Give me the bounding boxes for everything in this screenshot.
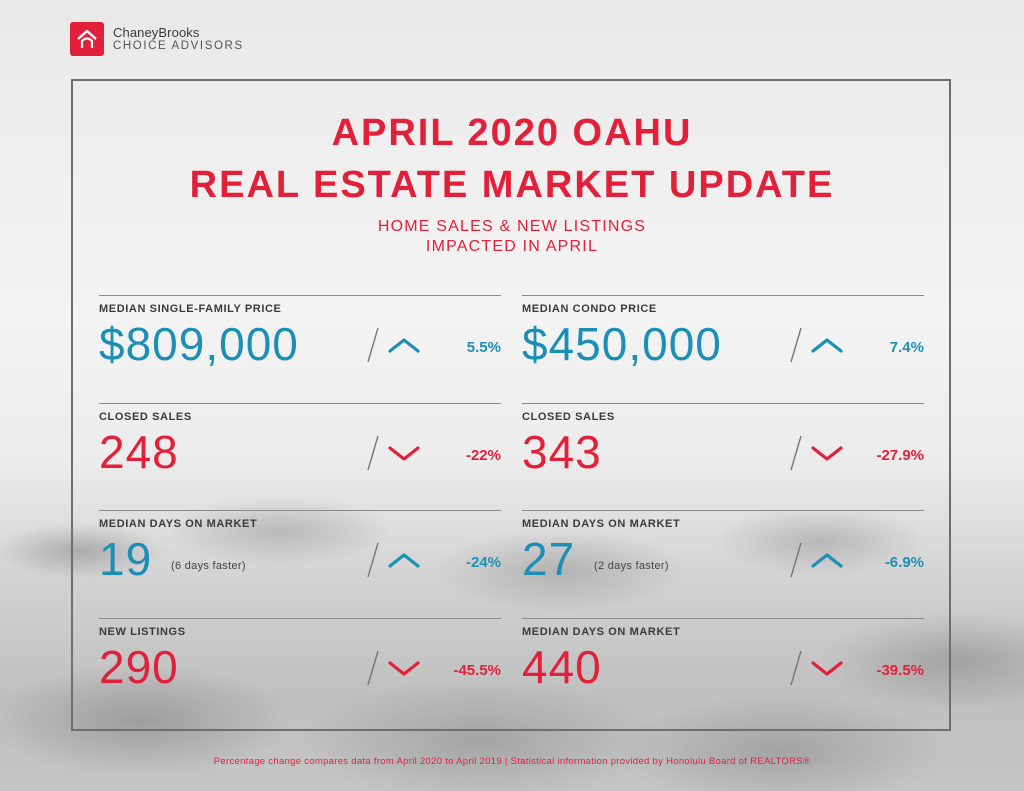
footer-note: Percentage change compares data from Apr… (213, 756, 811, 767)
stat-label: NEW LISTINGS (99, 626, 186, 638)
stat-block: CLOSED SALES 248 -22% (99, 403, 501, 503)
stat-value: 343 (522, 426, 602, 478)
stat-note: (6 days faster) (171, 560, 246, 572)
stat-block: MEDIAN DAYS ON MARKET 440 -39.5% (522, 618, 924, 718)
stat-value: 248 (99, 426, 179, 478)
stat-change: -22% (465, 447, 501, 464)
background-trees (0, 461, 1024, 791)
stat-value: 19 (99, 533, 153, 585)
stat-label: CLOSED SALES (99, 411, 192, 423)
stat-block: MEDIAN CONDO PRICE $450,000 7.4% (522, 295, 924, 395)
chevron-up-icon (388, 338, 420, 353)
chevron-up-icon (388, 553, 420, 568)
chevron-down-icon (388, 661, 420, 676)
divider (522, 510, 924, 511)
stat-block: NEW LISTINGS 290 -45.5% (99, 618, 501, 718)
brand-logo: ChaneyBrooks CHOICE ADVISORS (70, 22, 244, 56)
page-subtitle-line1: HOME SALES & NEW LISTINGS (377, 218, 647, 235)
stat-value: 27 (522, 533, 576, 585)
slash-separator (367, 435, 379, 471)
stat-change: 5.5% (466, 339, 501, 356)
brand-tagline: CHOICE ADVISORS (113, 39, 244, 52)
stat-value: $450,000 (522, 318, 722, 370)
stat-change: -24% (465, 554, 501, 571)
stat-label: CLOSED SALES (522, 411, 615, 423)
stat-change: -39.5% (876, 662, 924, 679)
page-subtitle-line2: IMPACTED IN APRIL (425, 238, 599, 255)
chevron-down-icon (811, 446, 843, 461)
page-title-line2: REAL ESTATE MARKET UPDATE (189, 164, 835, 206)
stat-change: -45.5% (453, 662, 501, 679)
brand-name: ChaneyBrooks (113, 24, 200, 40)
stat-block: MEDIAN DAYS ON MARKET 27 (2 days faster) -6… (522, 510, 924, 610)
chevron-down-icon (811, 661, 843, 676)
stat-note: (2 days faster) (594, 560, 669, 572)
stat-value: 290 (99, 641, 179, 693)
slash-separator (790, 435, 802, 471)
page-title-line1: APRIL 2020 OAHU (331, 112, 693, 154)
stat-label: MEDIAN SINGLE-FAMILY PRICE (99, 303, 282, 315)
stat-label: MEDIAN DAYS ON MARKET (99, 518, 258, 530)
content-frame (71, 79, 951, 731)
slash-separator (367, 327, 379, 363)
stat-label: MEDIAN DAYS ON MARKET (522, 518, 681, 530)
divider (522, 295, 924, 296)
chevron-up-icon (811, 338, 843, 353)
divider (99, 295, 501, 296)
stat-block: MEDIAN DAYS ON MARKET 19 (6 days faster) -2… (99, 510, 501, 610)
slash-separator (367, 542, 379, 578)
divider (522, 403, 924, 404)
stat-change: -6.9% (884, 554, 924, 571)
stat-change: -27.9% (876, 447, 924, 464)
slash-separator (367, 650, 379, 686)
stat-block: CLOSED SALES 343 -27.9% (522, 403, 924, 503)
slash-separator (790, 327, 802, 363)
stat-change: 7.4% (889, 339, 924, 356)
stat-block: MEDIAN SINGLE-FAMILY PRICE $809,000 5.5% (99, 295, 501, 395)
divider (522, 618, 924, 619)
chevron-up-icon (811, 553, 843, 568)
stat-value: $809,000 (99, 318, 299, 370)
chevron-down-icon (388, 446, 420, 461)
slash-separator (790, 542, 802, 578)
divider (99, 510, 501, 511)
divider (99, 618, 501, 619)
stat-label: MEDIAN CONDO PRICE (522, 303, 657, 315)
stat-label: MEDIAN DAYS ON MARKET (522, 626, 681, 638)
slash-separator (790, 650, 802, 686)
stat-value: 440 (522, 641, 602, 693)
house-icon (70, 22, 104, 56)
divider (99, 403, 501, 404)
